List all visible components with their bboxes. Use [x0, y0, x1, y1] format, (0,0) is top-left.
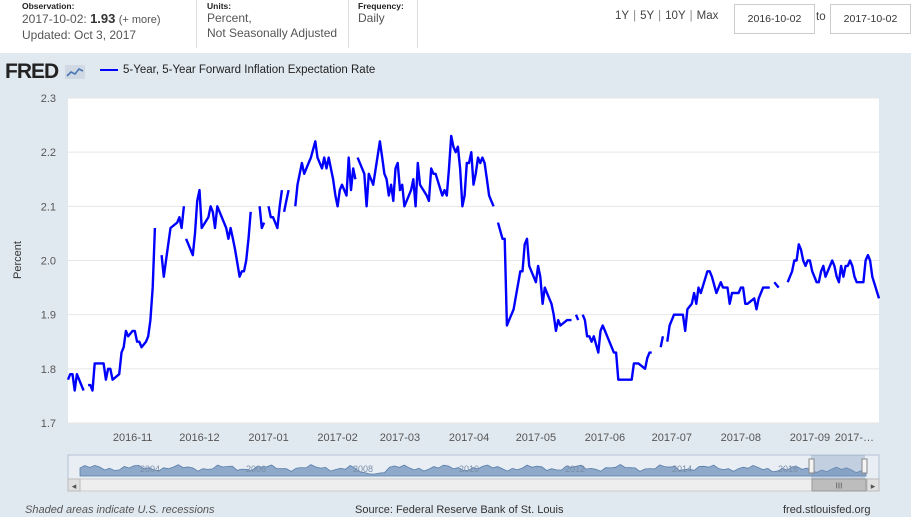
start-date-input[interactable]: 2016-10-02	[734, 4, 815, 34]
series-line-segment	[66, 373, 85, 392]
frequency-cell: Frequency: Daily	[358, 0, 416, 48]
navigator-right-handle[interactable]	[861, 458, 868, 474]
legend-swatch	[100, 68, 118, 71]
x-tick-label: 2017-09	[790, 432, 830, 444]
x-tick-label: 2017-06	[585, 432, 625, 444]
x-tick-label: 2017-02	[317, 432, 357, 444]
y-tick-label: 2.1	[41, 201, 56, 213]
series-line-segment	[581, 314, 652, 381]
navigator-year-label: 2016	[778, 464, 798, 474]
scrollbar-thumb[interactable]	[811, 478, 867, 492]
y-tick-label: 1.9	[41, 310, 56, 322]
end-date-input[interactable]: 2017-10-02	[830, 4, 911, 34]
recessions-note: Shaded areas indicate U.S. recessions	[25, 504, 215, 516]
chart-legend: 5-Year, 5-Year Forward Inflation Expecta…	[100, 64, 375, 76]
range-1y-button[interactable]: 1Y	[615, 10, 630, 22]
fred-logo[interactable]: FRED	[5, 60, 86, 84]
x-tick-label: 2017-05	[516, 432, 556, 444]
navigator-years: 2004 2006 2008 2010 2012 2014 2016	[140, 464, 798, 474]
range-max-button[interactable]: Max	[696, 10, 719, 22]
y-axis-label: Percent	[12, 241, 24, 279]
series-line-segment	[184, 188, 252, 278]
navigator-selection[interactable]	[811, 455, 865, 479]
series-line-segment	[786, 243, 881, 299]
source-note: Source: Federal Reserve Bank of St. Loui…	[355, 504, 564, 516]
series-line-segment	[88, 227, 157, 392]
y-tick-label: 1.8	[41, 364, 56, 376]
x-tick-label: 2017-03	[380, 432, 420, 444]
x-tick-label: 2017-…	[835, 432, 874, 444]
x-tick-label: 2017-04	[449, 432, 489, 444]
series-line-segment	[496, 222, 572, 333]
units-cell: Units: Percent, Not Seasonally Adjusted	[207, 0, 345, 48]
scroll-left-arrow-icon: ◂	[72, 482, 77, 492]
y-tick-label: 1.7	[41, 418, 56, 430]
x-tick-label: 2016-12	[179, 432, 219, 444]
navigator-year-label: 2010	[459, 464, 479, 474]
x-tick-label: 2017-01	[248, 432, 288, 444]
series-line-segment	[666, 270, 770, 342]
x-tick-label: 2017-08	[721, 432, 761, 444]
scroll-right-arrow-icon: ▸	[871, 482, 876, 492]
y-tick-label: 2.2	[41, 147, 56, 159]
navigator-year-label: 2004	[140, 464, 160, 474]
series-line-segment	[659, 336, 665, 348]
scrollbar-track[interactable]	[67, 478, 880, 492]
legend-series-name: 5-Year, 5-Year Forward Inflation Expecta…	[123, 64, 376, 76]
observation-cell: Observation: 2017-10-02: 1.93 (+ more) U…	[22, 0, 192, 48]
navigator-left-handle[interactable]	[808, 458, 815, 474]
navigator-year-label: 2012	[565, 464, 585, 474]
series-line-segment	[160, 206, 186, 278]
scroll-left-button[interactable]	[67, 478, 81, 492]
frequency-header: Frequency:	[358, 1, 404, 11]
divider	[196, 0, 197, 48]
more-observations-link[interactable]: (+ more)	[118, 14, 161, 26]
series-line-segment	[258, 206, 266, 230]
fred-logo-graph-icon	[65, 65, 86, 80]
series-line-segment	[356, 134, 495, 208]
series-line-segment	[773, 281, 780, 289]
x-tick-label: 2016-11	[113, 432, 153, 444]
updated-date: Updated: Oct 3, 2017	[22, 28, 137, 42]
y-tick-label: 2.3	[41, 93, 56, 105]
divider	[348, 0, 349, 48]
navigator-year-label: 2008	[353, 464, 373, 474]
series-lines	[66, 134, 881, 392]
date-range-to-label: to	[816, 11, 826, 23]
series-line-segment	[294, 140, 357, 208]
range-5y-button[interactable]: 5Y	[640, 10, 655, 22]
divider	[417, 0, 418, 48]
navigator-year-label: 2014	[672, 464, 692, 474]
range-10y-button[interactable]: 10Y	[665, 10, 686, 22]
units-header: Units:	[207, 1, 232, 11]
chart-svg: 1.7 1.8 1.9 2.0 2.1 2.2 2.3 2016-11 2016-12 2017…	[12, 93, 881, 492]
range-buttons: 1Y | 5Y | 10Y | Max	[615, 10, 719, 22]
series-line-segment	[267, 189, 284, 230]
scrollbar-grip-icon: III	[836, 482, 843, 491]
scroll-right-button[interactable]	[866, 478, 880, 492]
navigator-year-label: 2006	[246, 464, 266, 474]
y-axis-ticks: 1.7 1.8 1.9 2.0 2.1 2.2 2.3	[41, 93, 56, 430]
observation-info-bar: Observation: 2017-10-02: 1.93 (+ more) U…	[0, 0, 911, 53]
units-line-1: Percent,	[207, 11, 252, 25]
series-line-segment	[282, 189, 290, 213]
observation-header: Observation:	[22, 1, 75, 11]
observation-value: 1.93	[90, 11, 116, 26]
gridlines	[68, 97, 879, 424]
navigator-series	[79, 464, 867, 477]
units-line-2: Not Seasonally Adjusted	[207, 26, 338, 40]
observation-date: 2017-10-02:	[22, 12, 87, 26]
fred-site-link[interactable]: fred.stlouisfed.org	[783, 504, 871, 516]
frequency-value: Daily	[358, 11, 385, 25]
series-line-segment	[574, 314, 580, 321]
y-tick-label: 2.0	[41, 256, 56, 268]
x-axis-ticks: 2016-11 2016-12 2017-01 2017-02 2017-03 2017-…	[113, 432, 874, 444]
x-tick-label: 2017-07	[652, 432, 692, 444]
